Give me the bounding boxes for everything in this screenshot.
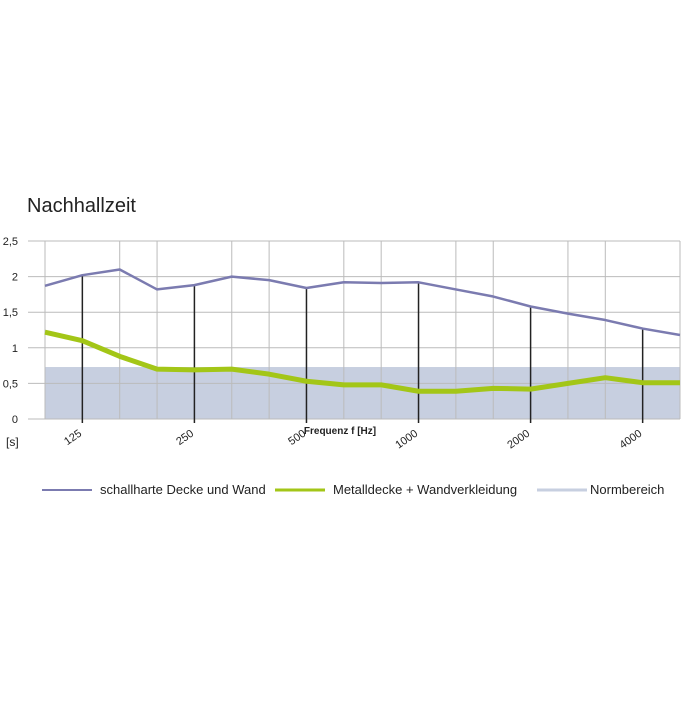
y-tick-label: 1 xyxy=(12,343,18,355)
norm-band xyxy=(45,367,680,419)
x-tick-label: 4000 xyxy=(617,428,644,452)
legend-label: Normbereich xyxy=(590,482,664,497)
legend-label: schallharte Decke und Wand xyxy=(100,482,266,497)
y-tick-label: 0,5 xyxy=(3,378,18,390)
x-tick-label: 1000 xyxy=(393,428,420,452)
y-tick-label: 2,5 xyxy=(3,236,18,248)
chart-title: Nachhallzeit xyxy=(27,195,136,217)
y-axis-label: [s] xyxy=(6,435,19,449)
x-axis-label: Frequenz f [Hz] xyxy=(304,426,376,437)
series-line xyxy=(44,329,680,394)
x-tick-label: 125 xyxy=(62,428,84,448)
series-line xyxy=(44,268,681,337)
y-tick-label: 2 xyxy=(12,272,18,284)
x-tick-label: 2000 xyxy=(505,428,532,452)
x-tick-label: 250 xyxy=(174,428,196,448)
legend-label: Metalldecke + Wandverkleidung xyxy=(333,482,517,497)
y-tick-label: 0 xyxy=(12,414,18,426)
y-tick-label: 1,5 xyxy=(3,307,18,319)
